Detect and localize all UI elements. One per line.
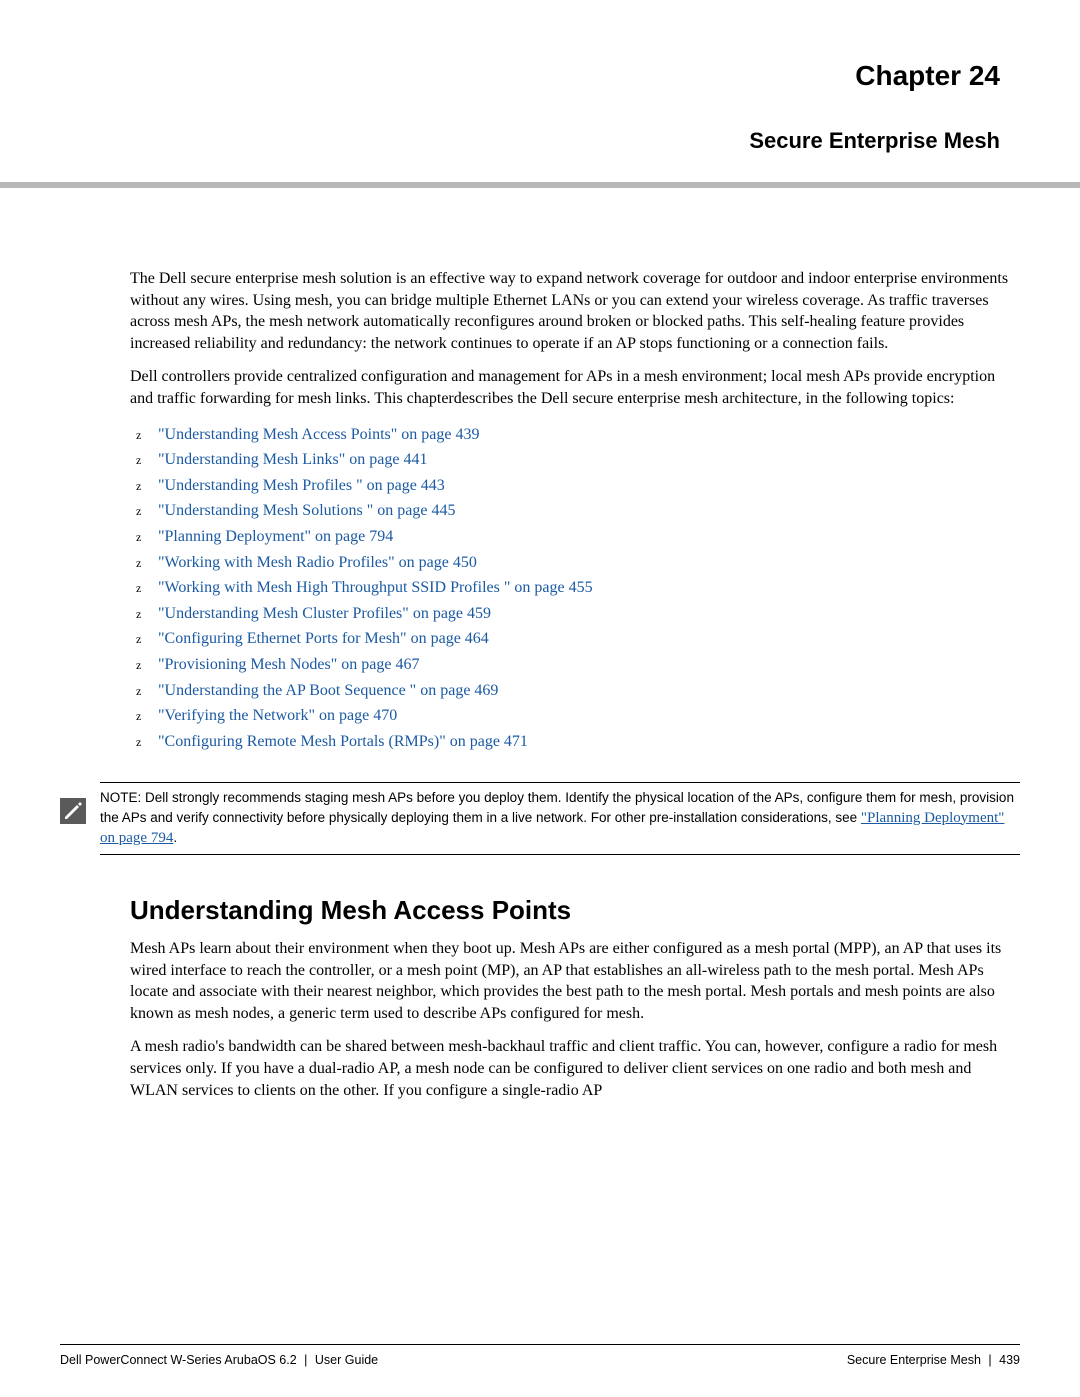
- toc-link[interactable]: "Configuring Remote Mesh Portals (RMPs)"…: [158, 733, 528, 750]
- list-item: "Understanding Mesh Solutions " on page …: [130, 498, 1020, 524]
- list-item: "Provisioning Mesh Nodes" on page 467: [130, 652, 1020, 678]
- toc-link[interactable]: "Understanding Mesh Solutions " on page …: [158, 502, 455, 519]
- toc-link[interactable]: "Understanding Mesh Links" on page 441: [158, 451, 427, 468]
- toc-link[interactable]: "Planning Deployment" on page 794: [158, 528, 393, 545]
- footer-product: Dell PowerConnect W-Series ArubaOS 6.2: [60, 1353, 297, 1367]
- footer-right: Secure Enterprise Mesh | 439: [847, 1353, 1020, 1367]
- list-item: "Configuring Ethernet Ports for Mesh" on…: [130, 626, 1020, 652]
- note-text-container: NOTE: Dell strongly recommends staging m…: [100, 782, 1020, 855]
- list-item: "Working with Mesh High Throughput SSID …: [130, 575, 1020, 601]
- toc-link[interactable]: "Working with Mesh Radio Profiles" on pa…: [158, 554, 477, 571]
- note-callout: NOTE: Dell strongly recommends staging m…: [60, 782, 1020, 855]
- toc-link[interactable]: "Provisioning Mesh Nodes" on page 467: [158, 656, 420, 673]
- chapter-header: Chapter 24 Secure Enterprise Mesh: [0, 0, 1080, 154]
- list-item: "Understanding the AP Boot Sequence " on…: [130, 678, 1020, 704]
- footer-page-number: 439: [999, 1353, 1020, 1367]
- section-heading: Understanding Mesh Access Points: [130, 895, 1020, 926]
- document-page: Chapter 24 Secure Enterprise Mesh The De…: [0, 0, 1080, 1397]
- list-item: "Planning Deployment" on page 794: [130, 524, 1020, 550]
- section-content: Understanding Mesh Access Points Mesh AP…: [0, 895, 1080, 1101]
- list-item: "Understanding Mesh Cluster Profiles" on…: [130, 601, 1020, 627]
- list-item: "Working with Mesh Radio Profiles" on pa…: [130, 550, 1020, 576]
- note-text: NOTE: Dell strongly recommends staging m…: [100, 789, 1020, 848]
- list-item: "Understanding Mesh Links" on page 441: [130, 447, 1020, 473]
- footer-separator: |: [988, 1353, 991, 1367]
- footer-left: Dell PowerConnect W-Series ArubaOS 6.2 |…: [60, 1353, 378, 1367]
- footer-doc-type: User Guide: [315, 1353, 378, 1367]
- note-text-after: .: [173, 830, 177, 845]
- toc-link[interactable]: "Configuring Ethernet Ports for Mesh" on…: [158, 630, 489, 647]
- toc-link[interactable]: "Verifying the Network" on page 470: [158, 707, 397, 724]
- list-item: "Verifying the Network" on page 470: [130, 703, 1020, 729]
- toc-link[interactable]: "Understanding Mesh Profiles " on page 4…: [158, 477, 445, 494]
- intro-paragraph-1: The Dell secure enterprise mesh solution…: [130, 268, 1020, 354]
- section-paragraph-2: A mesh radio's bandwidth can be shared b…: [130, 1036, 1020, 1101]
- toc-link[interactable]: "Understanding Mesh Access Points" on pa…: [158, 426, 479, 443]
- footer-row: Dell PowerConnect W-Series ArubaOS 6.2 |…: [60, 1353, 1020, 1367]
- section-paragraph-1: Mesh APs learn about their environment w…: [130, 938, 1020, 1024]
- toc-link[interactable]: "Understanding Mesh Cluster Profiles" on…: [158, 605, 491, 622]
- toc-link[interactable]: "Working with Mesh High Throughput SSID …: [158, 579, 593, 596]
- footer-separator: |: [304, 1353, 307, 1367]
- page-footer: Dell PowerConnect W-Series ArubaOS 6.2 |…: [0, 1344, 1080, 1367]
- chapter-subtitle: Secure Enterprise Mesh: [60, 128, 1000, 154]
- footer-divider: [60, 1344, 1020, 1345]
- main-content: The Dell secure enterprise mesh solution…: [0, 188, 1080, 754]
- intro-paragraph-2: Dell controllers provide centralized con…: [130, 366, 1020, 409]
- list-item: "Understanding Mesh Access Points" on pa…: [130, 422, 1020, 448]
- list-item: "Configuring Remote Mesh Portals (RMPs)"…: [130, 729, 1020, 755]
- list-item: "Understanding Mesh Profiles " on page 4…: [130, 473, 1020, 499]
- topic-list: "Understanding Mesh Access Points" on pa…: [130, 422, 1020, 755]
- chapter-label: Chapter 24: [60, 60, 1000, 92]
- toc-link[interactable]: "Understanding the AP Boot Sequence " on…: [158, 682, 498, 699]
- footer-section: Secure Enterprise Mesh: [847, 1353, 981, 1367]
- pencil-note-icon: [60, 798, 86, 824]
